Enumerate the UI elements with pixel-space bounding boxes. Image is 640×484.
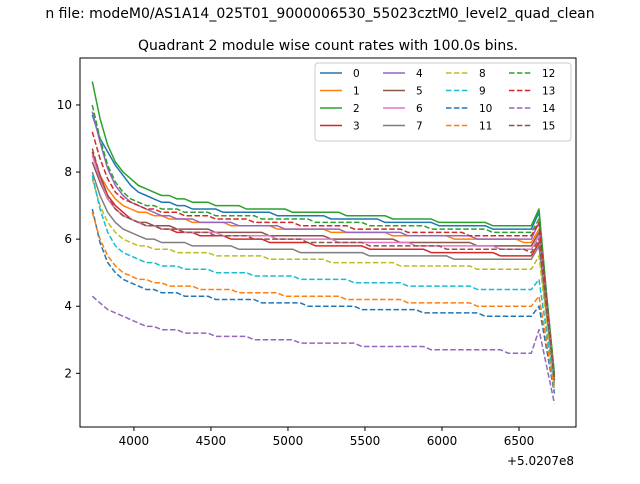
x-tick-label: 6500 bbox=[504, 434, 535, 448]
x-tick-label: 5000 bbox=[273, 434, 304, 448]
y-tick-label: 8 bbox=[64, 165, 72, 179]
legend-label-10: 10 bbox=[479, 103, 492, 115]
x-tick-label: 4000 bbox=[119, 434, 150, 448]
legend-label-14: 14 bbox=[542, 103, 556, 115]
series-line-14 bbox=[91, 295, 556, 404]
series-line-7 bbox=[91, 171, 556, 384]
series-line-11 bbox=[91, 212, 556, 391]
series-line-10 bbox=[91, 208, 556, 394]
series-line-2 bbox=[91, 81, 556, 374]
y-tick-label: 2 bbox=[64, 366, 72, 380]
x-axis-offset-label: +5.0207e8 bbox=[507, 454, 574, 468]
legend-label-6: 6 bbox=[416, 103, 423, 115]
x-tick-label: 5500 bbox=[350, 434, 381, 448]
series-line-13 bbox=[91, 131, 556, 381]
x-tick-label: 4500 bbox=[196, 434, 227, 448]
legend-label-7: 7 bbox=[416, 121, 423, 133]
series-line-8 bbox=[91, 178, 556, 387]
chart-title: Quadrant 2 module wise count rates with … bbox=[138, 38, 518, 54]
legend-label-1: 1 bbox=[353, 86, 360, 98]
figure-suptitle: n file: modeM0/AS1A14_025T01_9000006530_… bbox=[45, 6, 594, 22]
legend-box bbox=[314, 62, 572, 142]
legend-label-13: 13 bbox=[542, 86, 555, 98]
legend-label-15: 15 bbox=[542, 121, 555, 133]
series-line-1 bbox=[91, 155, 556, 381]
series-line-3 bbox=[91, 151, 556, 381]
legend-label-2: 2 bbox=[353, 103, 360, 115]
series-line-12 bbox=[91, 104, 556, 377]
series-line-6 bbox=[91, 155, 556, 381]
legend-label-8: 8 bbox=[479, 68, 486, 80]
legend-label-9: 9 bbox=[479, 86, 486, 98]
y-tick-label: 10 bbox=[57, 98, 72, 112]
series-line-4 bbox=[91, 111, 556, 377]
series-line-15 bbox=[91, 148, 556, 381]
legend-label-0: 0 bbox=[353, 68, 360, 80]
legend-label-5: 5 bbox=[416, 86, 423, 98]
legend-label-11: 11 bbox=[479, 121, 492, 133]
y-tick-label: 4 bbox=[64, 299, 72, 313]
series-line-9 bbox=[91, 175, 556, 391]
x-tick-label: 6000 bbox=[427, 434, 458, 448]
y-tick-label: 6 bbox=[64, 232, 72, 246]
legend-label-4: 4 bbox=[416, 68, 423, 80]
series-line-0 bbox=[91, 114, 556, 377]
legend-label-3: 3 bbox=[353, 121, 360, 133]
axes-frame bbox=[79, 57, 577, 428]
legend-label-12: 12 bbox=[542, 68, 555, 80]
